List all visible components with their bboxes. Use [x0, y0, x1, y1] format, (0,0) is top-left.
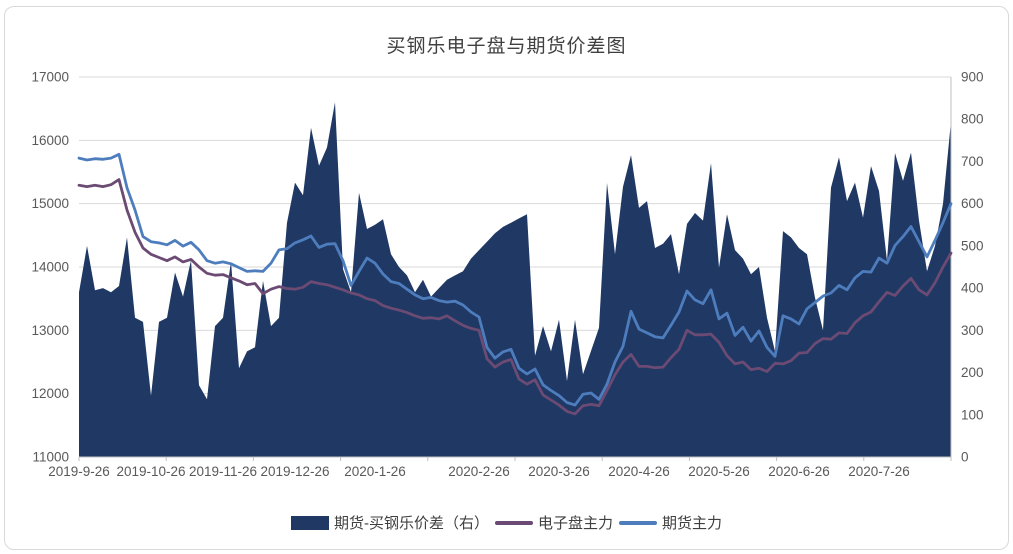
svg-text:800: 800: [961, 112, 984, 127]
x-axis-labels: 2019-9-26 2019-10-26 2019-11-26 2019-12-26 2…: [48, 464, 910, 479]
chart-plot: 11000 12000 13000 14000 15000 16000 17000 0 100 2…: [31, 70, 984, 480]
svg-text:500: 500: [961, 238, 984, 253]
svg-text:700: 700: [961, 154, 984, 169]
svg-text:2019-11-26: 2019-11-26: [189, 464, 257, 479]
svg-text:16000: 16000: [31, 133, 69, 148]
svg-text:2020-1-26: 2020-1-26: [344, 464, 406, 479]
svg-text:2019-9-26: 2019-9-26: [48, 464, 110, 479]
legend-label-electronic: 电子盘主力: [537, 515, 613, 532]
spread-area-swatch-icon: [290, 515, 329, 530]
y-axis-right-labels: 0 100 200 300 400 500 600 700 800 900: [961, 70, 984, 465]
svg-text:600: 600: [961, 196, 984, 211]
svg-text:2020-7-26: 2020-7-26: [848, 464, 910, 479]
svg-text:100: 100: [961, 407, 984, 422]
legend-item-futures: 期货主力: [619, 512, 722, 533]
svg-text:2019-10-26: 2019-10-26: [116, 464, 185, 479]
legend-label-futures: 期货主力: [662, 515, 723, 532]
svg-text:2020-5-26: 2020-5-26: [688, 464, 750, 479]
svg-text:0: 0: [961, 450, 969, 465]
legend-item-electronic: 电子盘主力: [494, 512, 613, 533]
svg-text:2019-12-26: 2019-12-26: [260, 464, 329, 479]
svg-text:900: 900: [961, 70, 984, 85]
svg-text:2020-2-26: 2020-2-26: [448, 464, 510, 479]
electronic-main-line-series: [77, 178, 953, 416]
x-axis: [78, 456, 952, 461]
svg-text:14000: 14000: [31, 260, 69, 275]
chart-card: 买钢乐电子盘与期货价差图 11000 12000 13000 14000 15000 16…: [4, 6, 1009, 550]
spread-area-series: [79, 102, 951, 458]
chart-title: 买钢乐电子盘与期货价差图: [386, 36, 627, 57]
electronic-line-swatch-icon: [494, 520, 533, 525]
svg-text:400: 400: [961, 281, 984, 296]
chart-legend: 期货-买钢乐价差（右） 电子盘主力 期货主力: [5, 512, 1008, 533]
futures-main-line-series: [77, 152, 953, 407]
svg-text:12000: 12000: [31, 386, 69, 401]
svg-text:13000: 13000: [31, 323, 69, 338]
svg-text:17000: 17000: [31, 70, 69, 85]
svg-text:2020-4-26: 2020-4-26: [608, 464, 670, 479]
legend-item-spread: 期货-买钢乐价差（右）: [290, 512, 489, 533]
svg-text:11000: 11000: [32, 450, 69, 465]
svg-text:2020-3-26: 2020-3-26: [528, 464, 590, 479]
futures-line-swatch-icon: [619, 520, 657, 525]
svg-text:300: 300: [961, 323, 984, 338]
svg-text:2020-6-26: 2020-6-26: [768, 464, 830, 479]
svg-text:15000: 15000: [31, 196, 69, 211]
svg-text:200: 200: [961, 365, 984, 380]
y-axis-left-labels: 11000 12000 13000 14000 15000 16000 17000: [31, 70, 69, 465]
legend-label-spread: 期货-买钢乐价差（右）: [333, 515, 489, 532]
